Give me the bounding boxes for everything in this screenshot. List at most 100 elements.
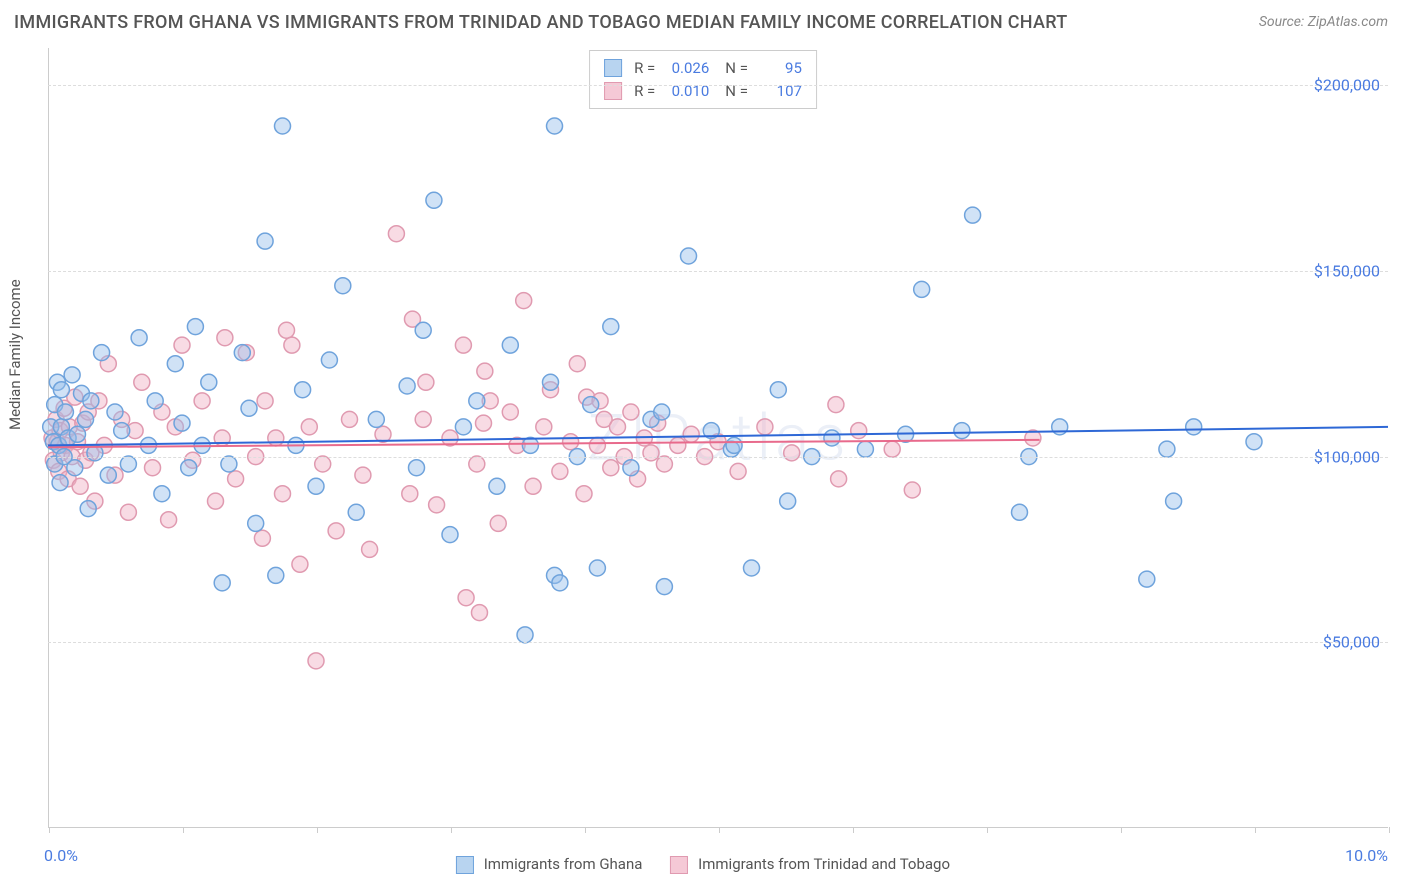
data-point bbox=[589, 560, 605, 576]
data-point bbox=[502, 404, 518, 420]
y-tick-label: $150,000 bbox=[1314, 261, 1380, 280]
data-point bbox=[471, 605, 487, 621]
data-point bbox=[884, 441, 900, 457]
data-point bbox=[547, 118, 563, 134]
data-point bbox=[399, 378, 415, 394]
data-point bbox=[301, 419, 317, 435]
data-point bbox=[643, 445, 659, 461]
data-point bbox=[145, 460, 161, 476]
data-point bbox=[583, 397, 599, 413]
data-point bbox=[355, 467, 371, 483]
correlation-legend: R = 0.026 N = 95 R = 0.010 N = 107 bbox=[589, 50, 817, 109]
r-label: R = bbox=[634, 80, 655, 103]
data-point bbox=[502, 337, 518, 353]
data-point bbox=[315, 456, 331, 472]
data-point bbox=[415, 322, 431, 338]
data-point bbox=[543, 374, 559, 390]
data-point bbox=[904, 482, 920, 498]
legend-item-ghana: Immigrants from Ghana bbox=[456, 855, 642, 874]
data-point bbox=[1186, 419, 1202, 435]
data-point bbox=[194, 393, 210, 409]
data-point bbox=[67, 460, 83, 476]
data-point bbox=[1159, 441, 1175, 457]
data-point bbox=[161, 512, 177, 528]
data-point bbox=[83, 393, 99, 409]
data-point bbox=[1166, 493, 1182, 509]
data-point bbox=[418, 374, 434, 390]
data-point bbox=[525, 478, 541, 494]
data-point bbox=[120, 456, 136, 472]
r-value-ghana: 0.026 bbox=[661, 57, 709, 80]
data-point bbox=[268, 430, 284, 446]
legend-label-trinidad: Immigrants from Trinidad and Tobago bbox=[698, 855, 950, 873]
data-point bbox=[120, 504, 136, 520]
legend-row-ghana: R = 0.026 N = 95 bbox=[604, 57, 802, 80]
data-point bbox=[1139, 571, 1155, 587]
y-axis-label: Median Family Income bbox=[6, 279, 24, 430]
data-point bbox=[94, 345, 110, 361]
data-point bbox=[828, 397, 844, 413]
data-point bbox=[154, 486, 170, 502]
legend-row-trinidad: R = 0.010 N = 107 bbox=[604, 80, 802, 103]
data-point bbox=[477, 363, 493, 379]
data-point bbox=[254, 530, 270, 546]
n-value-ghana: 95 bbox=[754, 57, 802, 80]
data-point bbox=[522, 437, 538, 453]
swatch-ghana bbox=[604, 59, 622, 77]
data-point bbox=[726, 437, 742, 453]
data-point bbox=[57, 404, 73, 420]
data-point bbox=[623, 404, 639, 420]
data-point bbox=[52, 475, 68, 491]
data-point bbox=[455, 419, 471, 435]
x-tick-label-max: 10.0% bbox=[1345, 846, 1388, 865]
source-label: Source: ZipAtlas.com bbox=[1259, 14, 1388, 30]
data-point bbox=[295, 382, 311, 398]
data-point bbox=[257, 233, 273, 249]
data-point bbox=[181, 460, 197, 476]
data-point bbox=[552, 463, 568, 479]
data-point bbox=[69, 426, 85, 442]
gridline-h bbox=[48, 642, 1388, 643]
data-point bbox=[603, 460, 619, 476]
data-point bbox=[770, 382, 786, 398]
data-point bbox=[292, 556, 308, 572]
data-point bbox=[744, 560, 760, 576]
data-point bbox=[174, 337, 190, 353]
data-point bbox=[469, 393, 485, 409]
legend-item-trinidad: Immigrants from Trinidad and Tobago bbox=[670, 855, 950, 874]
data-point bbox=[1246, 434, 1262, 450]
data-point bbox=[426, 192, 442, 208]
data-point bbox=[442, 527, 458, 543]
swatch-trinidad bbox=[670, 856, 688, 874]
data-point bbox=[80, 501, 96, 517]
x-tick-label-min: 0.0% bbox=[44, 846, 78, 865]
data-point bbox=[569, 356, 585, 372]
gridline-h bbox=[48, 271, 1388, 272]
data-point bbox=[831, 471, 847, 487]
data-point bbox=[308, 478, 324, 494]
chart-container: IMMIGRANTS FROM GHANA VS IMMIGRANTS FROM… bbox=[0, 0, 1406, 892]
data-point bbox=[654, 404, 670, 420]
data-point bbox=[141, 437, 157, 453]
x-tick bbox=[1389, 827, 1390, 833]
data-point bbox=[954, 423, 970, 439]
data-point bbox=[489, 478, 505, 494]
data-point bbox=[476, 415, 492, 431]
data-point bbox=[1012, 504, 1028, 520]
data-point bbox=[147, 393, 163, 409]
data-point bbox=[201, 374, 217, 390]
data-point bbox=[217, 330, 233, 346]
data-point bbox=[167, 356, 183, 372]
series-legend: Immigrants from Ghana Immigrants from Tr… bbox=[456, 855, 950, 874]
data-point bbox=[388, 226, 404, 242]
data-point bbox=[656, 456, 672, 472]
data-point bbox=[681, 248, 697, 264]
data-point bbox=[851, 423, 867, 439]
gridline-h bbox=[48, 85, 1388, 86]
data-point bbox=[757, 419, 773, 435]
data-point bbox=[248, 515, 264, 531]
n-label: N = bbox=[725, 57, 748, 80]
scatter-plot-svg bbox=[48, 48, 1388, 828]
data-point bbox=[402, 486, 418, 502]
legend-label-ghana: Immigrants from Ghana bbox=[484, 855, 643, 873]
